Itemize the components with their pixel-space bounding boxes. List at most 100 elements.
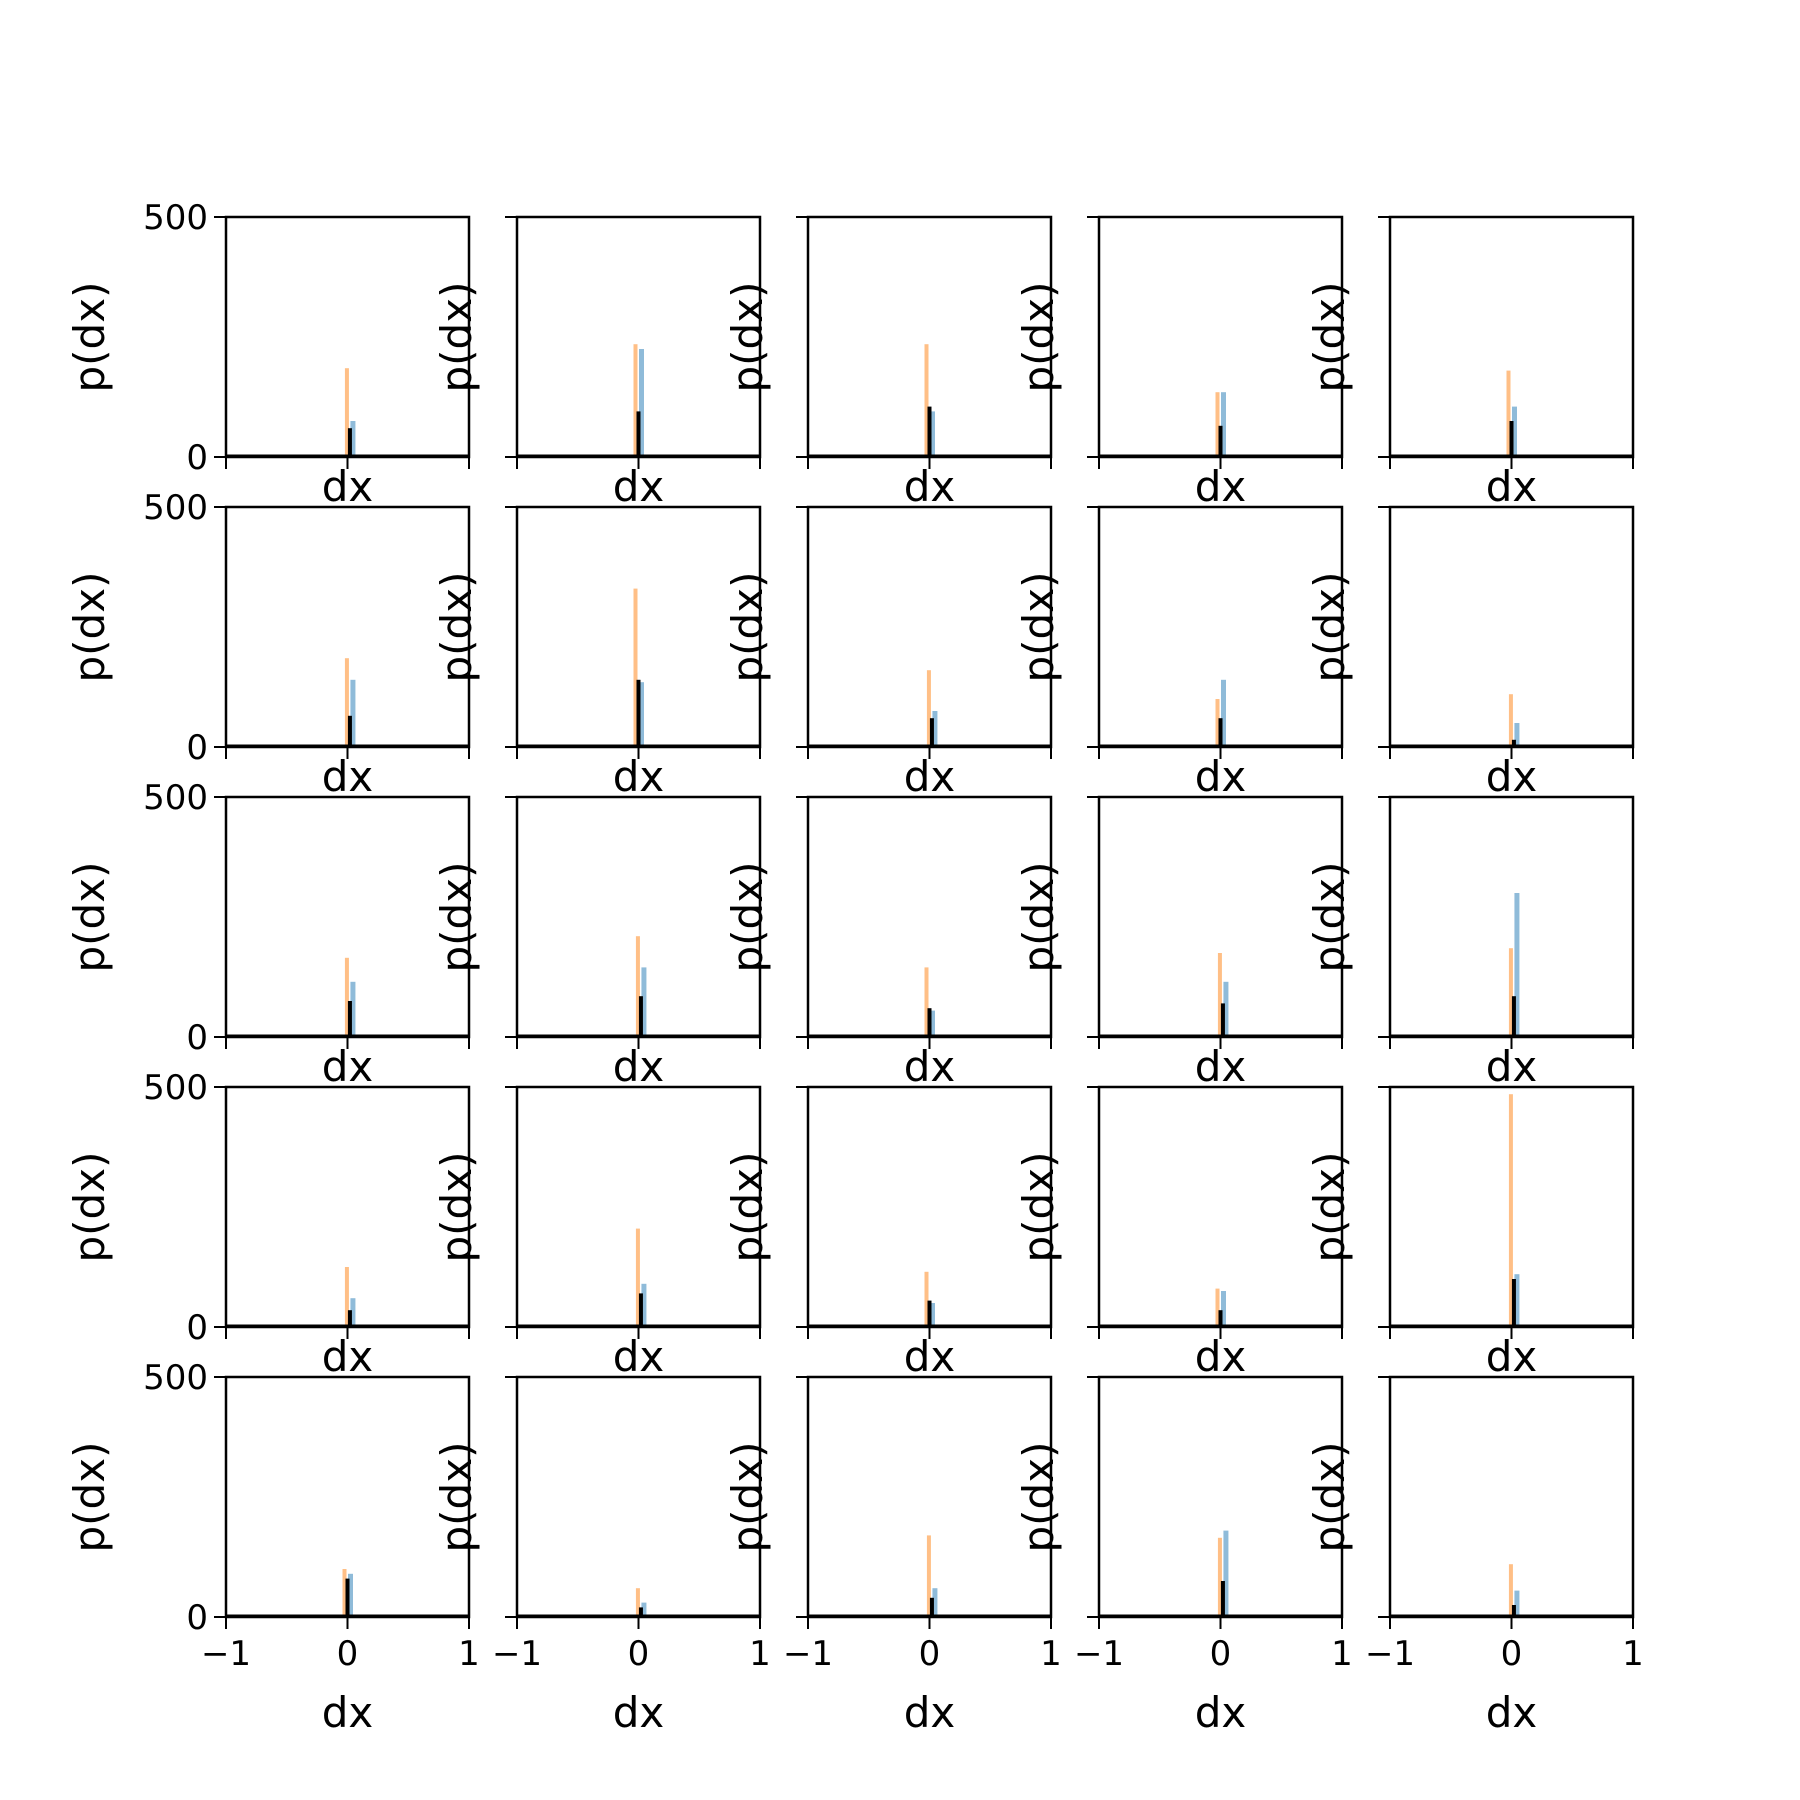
bar-black bbox=[638, 996, 643, 1037]
y-axis-label: p(dx) bbox=[1014, 1152, 1063, 1263]
y-tick-label: 500 bbox=[143, 1358, 208, 1398]
histogram-panel-0-4: dx p(dx) bbox=[1305, 215, 1635, 511]
x-axis-label: dx bbox=[613, 462, 665, 511]
bar-orange bbox=[1508, 948, 1513, 1037]
y-tick-label: 500 bbox=[143, 1068, 208, 1108]
bar-black bbox=[347, 715, 352, 747]
histogram-panel-3-2: dx p(dx) bbox=[723, 1085, 1053, 1381]
bar-orange bbox=[1508, 694, 1513, 747]
bar-orange bbox=[1217, 1537, 1222, 1617]
bar-black bbox=[1218, 1310, 1223, 1327]
bar-black bbox=[1218, 425, 1223, 457]
x-axis-label: dx bbox=[904, 1042, 956, 1091]
y-axis-label: p(dx) bbox=[1305, 862, 1354, 973]
bar-blue bbox=[1221, 392, 1226, 457]
bar-blue bbox=[930, 1010, 935, 1037]
y-axis-label: p(dx) bbox=[65, 572, 114, 683]
bar-blue bbox=[641, 967, 647, 1037]
bar-orange bbox=[633, 588, 638, 747]
x-tick-label: 1 bbox=[458, 1634, 480, 1674]
histogram-panel-2-0: 0 500 dx p(dx) bbox=[65, 778, 471, 1091]
y-axis-label: p(dx) bbox=[432, 862, 481, 973]
bar-blue bbox=[1512, 406, 1517, 457]
histogram-panel-0-3: dx p(dx) bbox=[1014, 215, 1344, 511]
bar-black bbox=[1511, 739, 1516, 747]
bar-black bbox=[929, 718, 934, 747]
y-axis-label: p(dx) bbox=[1014, 1442, 1063, 1553]
bar-orange bbox=[344, 658, 349, 747]
bar-orange bbox=[344, 368, 349, 457]
bar-black bbox=[1511, 1605, 1516, 1617]
bar-black bbox=[1509, 421, 1514, 457]
histogram-panel-1-3: dx p(dx) bbox=[1014, 505, 1344, 801]
histogram-panel-1-2: dx p(dx) bbox=[723, 505, 1053, 801]
y-tick-label: 500 bbox=[143, 778, 208, 818]
bar-blue bbox=[1514, 893, 1520, 1037]
bar-orange bbox=[1215, 1288, 1220, 1327]
x-axis-label: dx bbox=[1195, 1688, 1247, 1737]
y-axis-label: p(dx) bbox=[1305, 572, 1354, 683]
x-axis-label: dx bbox=[1486, 462, 1538, 511]
y-axis-label: p(dx) bbox=[723, 282, 772, 393]
bar-black bbox=[1220, 1003, 1225, 1037]
y-axis-label: p(dx) bbox=[1014, 282, 1063, 393]
bar-black bbox=[638, 1293, 643, 1327]
x-axis-label: dx bbox=[1195, 752, 1247, 801]
bar-blue bbox=[350, 421, 356, 457]
x-axis-label: dx bbox=[322, 1332, 374, 1381]
y-axis-label: p(dx) bbox=[1305, 1152, 1354, 1263]
x-tick-label: 1 bbox=[749, 1634, 771, 1674]
bar-orange bbox=[926, 1535, 931, 1617]
y-axis-label: p(dx) bbox=[1305, 1442, 1354, 1553]
bar-orange bbox=[1215, 699, 1220, 747]
bar-blue bbox=[930, 411, 935, 457]
bar-blue bbox=[1221, 1291, 1226, 1327]
histogram-panel-4-2: −1 0 1 dx p(dx) bbox=[723, 1375, 1062, 1737]
bar-blue bbox=[641, 1283, 647, 1327]
bar-blue bbox=[932, 711, 938, 747]
histogram-panel-0-1: dx p(dx) bbox=[432, 215, 762, 511]
x-tick-label: −1 bbox=[201, 1634, 251, 1674]
x-tick-label: 1 bbox=[1331, 1634, 1353, 1674]
histogram-panel-1-0: 0 500 dx p(dx) bbox=[65, 488, 471, 801]
bar-black bbox=[347, 1001, 352, 1037]
y-axis-label: p(dx) bbox=[723, 572, 772, 683]
bar-orange bbox=[1217, 953, 1222, 1037]
x-tick-label: −1 bbox=[492, 1634, 542, 1674]
x-tick-label: 0 bbox=[337, 1634, 359, 1674]
histogram-panel-4-4: −1 0 1 dx p(dx) bbox=[1305, 1375, 1644, 1737]
x-axis-label: dx bbox=[1486, 752, 1538, 801]
y-axis-label: p(dx) bbox=[1305, 282, 1354, 393]
bar-black bbox=[638, 1607, 643, 1617]
bar-blue bbox=[350, 1298, 356, 1327]
bar-orange bbox=[924, 1271, 929, 1327]
bar-orange bbox=[635, 936, 640, 1037]
x-tick-label: 1 bbox=[1040, 1634, 1062, 1674]
bar-black bbox=[927, 1008, 932, 1037]
x-tick-label: 0 bbox=[1210, 1634, 1232, 1674]
histogram-panel-3-3: dx p(dx) bbox=[1014, 1085, 1344, 1381]
bar-blue bbox=[639, 349, 644, 457]
bar-orange bbox=[1508, 1094, 1513, 1327]
bar-black bbox=[636, 411, 641, 457]
bar-orange bbox=[924, 344, 929, 457]
y-axis-label: p(dx) bbox=[432, 1442, 481, 1553]
x-axis-label: dx bbox=[904, 462, 956, 511]
histogram-panel-1-4: dx p(dx) bbox=[1305, 505, 1635, 801]
histogram-panel-3-1: dx p(dx) bbox=[432, 1085, 762, 1381]
bar-black bbox=[636, 679, 641, 747]
bar-black bbox=[929, 1597, 934, 1617]
x-axis-label: dx bbox=[1486, 1688, 1538, 1737]
bar-blue bbox=[350, 679, 356, 747]
y-axis-label: p(dx) bbox=[1014, 862, 1063, 973]
bar-orange bbox=[1506, 370, 1511, 457]
bar-orange bbox=[1215, 392, 1220, 457]
x-axis-label: dx bbox=[1195, 1042, 1247, 1091]
y-tick-label: 0 bbox=[186, 1018, 208, 1058]
bar-blue bbox=[1514, 723, 1520, 747]
y-axis-label: p(dx) bbox=[723, 862, 772, 973]
y-axis-label: p(dx) bbox=[65, 282, 114, 393]
histogram-panel-3-0: 0 500 dx p(dx) bbox=[65, 1068, 471, 1381]
x-axis-label: dx bbox=[613, 1042, 665, 1091]
